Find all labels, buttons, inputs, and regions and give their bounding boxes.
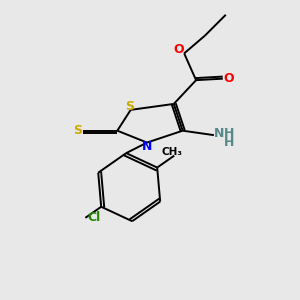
Text: S: S <box>73 124 82 136</box>
Text: H: H <box>224 136 235 149</box>
Text: N: N <box>142 140 152 153</box>
Text: N: N <box>214 127 224 140</box>
Text: H: H <box>224 127 235 140</box>
Text: Cl: Cl <box>87 211 100 224</box>
Text: CH₃: CH₃ <box>161 147 182 157</box>
Text: O: O <box>173 43 184 56</box>
Text: S: S <box>125 100 134 113</box>
Text: O: O <box>224 72 234 85</box>
